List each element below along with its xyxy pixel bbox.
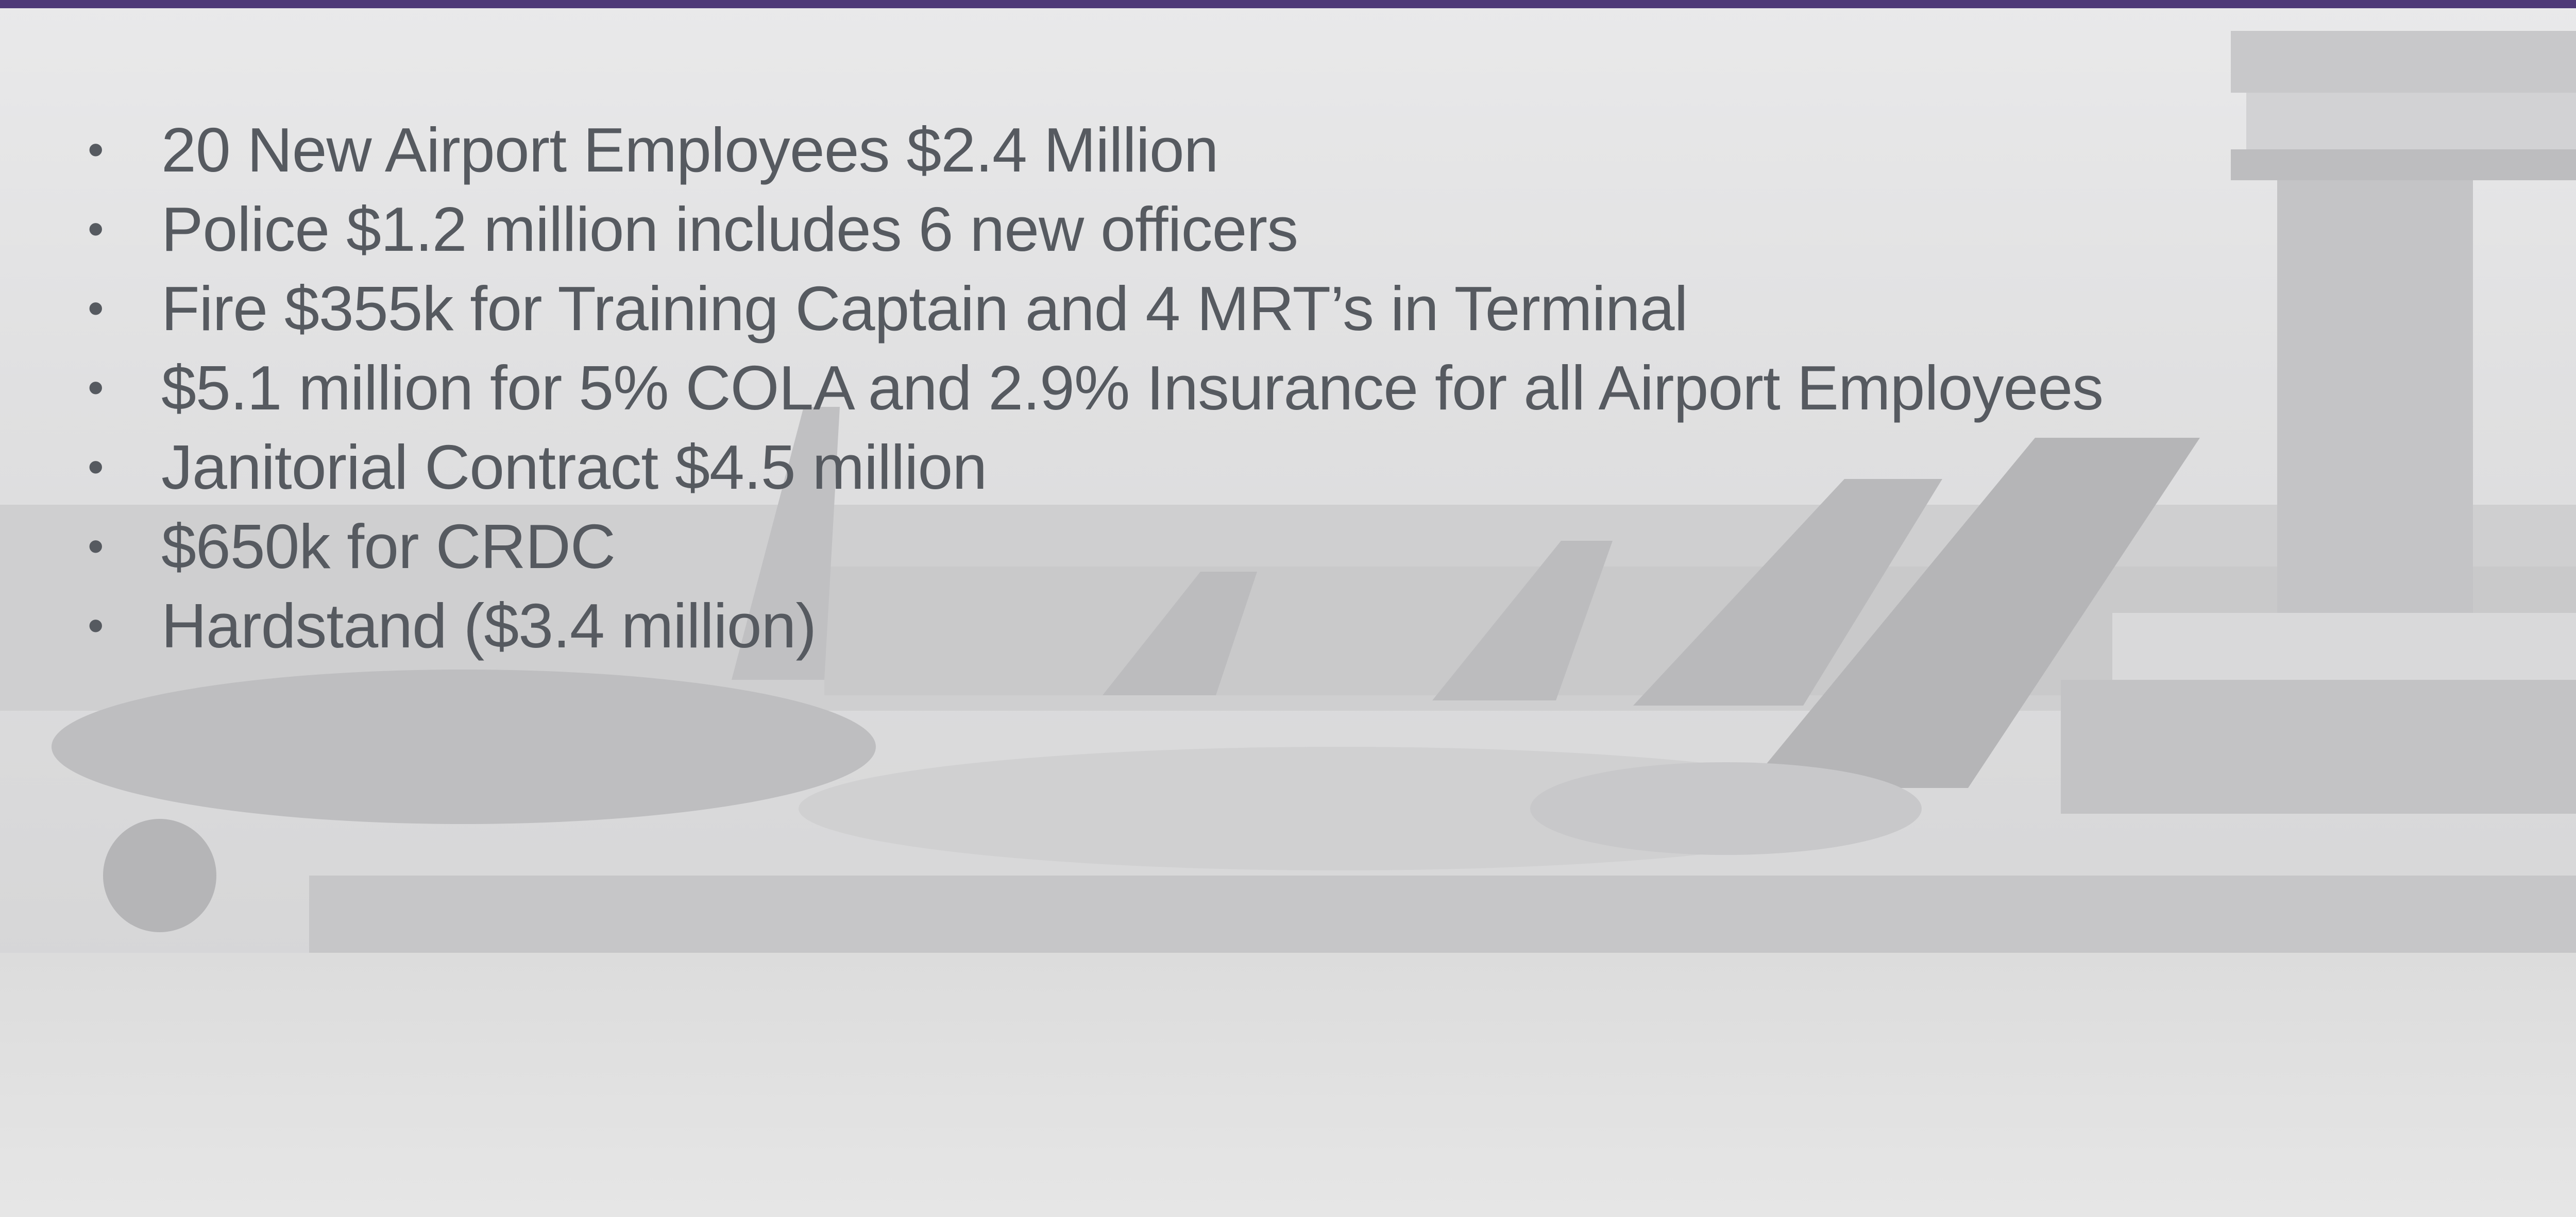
bullet-item: Fire $355k for Training Captain and 4 MR… xyxy=(0,269,2103,348)
bullet-item: $650k for CRDC xyxy=(0,507,2103,586)
bullet-list: 20 New Airport Employees $2.4 MillionPol… xyxy=(0,110,2104,665)
bullet-item: Hardstand ($3.4 million) xyxy=(0,586,2103,665)
bullet-item: Janitorial Contract $4.5 million xyxy=(0,427,2103,507)
bullet-item: Police $1.2 million includes 6 new offic… xyxy=(0,190,2103,269)
bullet-item: $5.1 million for 5% COLA and 2.9% Insura… xyxy=(0,348,2104,427)
bullet-item: 20 New Airport Employees $2.4 Million xyxy=(0,110,2103,190)
